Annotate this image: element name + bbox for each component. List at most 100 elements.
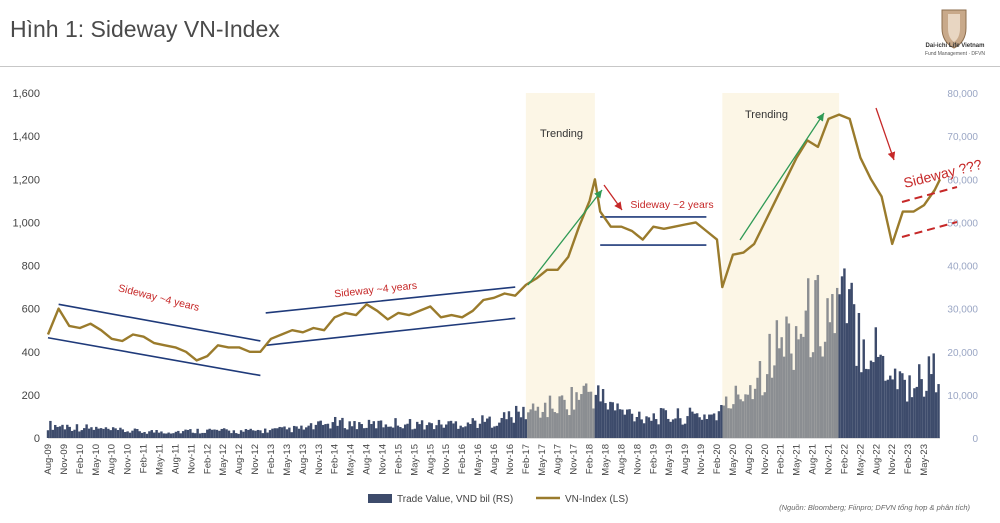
volume-bar	[744, 394, 747, 438]
volume-bar	[893, 368, 897, 438]
x-tick-label: May-18	[601, 444, 612, 476]
channel-line	[47, 336, 261, 377]
volume-bar	[908, 375, 911, 438]
volume-bar	[889, 375, 892, 438]
x-tick-label: May-12	[218, 444, 229, 476]
volume-bar	[49, 420, 52, 438]
volume-bar	[563, 399, 566, 438]
volume-bar	[835, 287, 839, 438]
volume-bar	[423, 429, 426, 438]
logo-name: Dai-ichi Life Vietnam	[925, 43, 985, 49]
volume-bar	[140, 432, 144, 438]
volume-bar	[75, 424, 79, 438]
volume-bar	[676, 408, 680, 438]
volume-bar	[546, 417, 549, 438]
volume-bar	[196, 428, 199, 438]
volume-bar	[201, 432, 204, 438]
volume-bar	[321, 424, 325, 438]
y2-tick-label: 30,000	[947, 305, 978, 316]
volume-bar	[932, 353, 935, 438]
volume-bar	[256, 429, 260, 438]
volume-bar	[778, 348, 781, 438]
volume-bar	[329, 428, 332, 438]
volume-bar	[937, 384, 940, 438]
volume-bar	[693, 413, 697, 438]
x-tick-label: Aug-11	[170, 444, 181, 474]
volume-bar	[333, 416, 337, 438]
volume-bar	[488, 416, 491, 438]
volume-bar	[708, 414, 711, 438]
volume-bar	[90, 427, 93, 438]
volume-bar	[688, 407, 692, 438]
volume-bar	[606, 409, 610, 438]
x-tick-label: Nov-20	[760, 444, 771, 475]
volume-bar	[355, 429, 359, 438]
volume-bar	[66, 424, 69, 438]
volume-bar	[737, 394, 740, 438]
volume-bar	[749, 385, 752, 438]
volume-bar	[145, 433, 149, 438]
volume-bar	[391, 427, 395, 438]
volume-bar	[826, 298, 829, 438]
volume-bar	[237, 433, 240, 438]
volume-bar	[126, 431, 129, 438]
volume-bar	[136, 429, 139, 438]
x-tick-label: May-16	[473, 444, 484, 476]
volume-bar	[674, 418, 677, 438]
volume-bar	[268, 430, 272, 438]
volume-bar	[264, 428, 267, 438]
volume-bar	[594, 394, 598, 438]
volume-bar	[560, 395, 564, 438]
volume-bar	[761, 395, 764, 438]
volume-bar	[864, 368, 868, 438]
volume-bar	[780, 337, 783, 438]
volume-bar	[476, 427, 479, 438]
volume-bar	[536, 406, 540, 438]
volume-bar	[82, 428, 86, 438]
volume-bar	[811, 352, 815, 438]
header-divider	[0, 66, 1000, 67]
x-tick-label: Feb-19	[648, 444, 659, 474]
volume-bar	[869, 360, 873, 438]
volume-bar	[300, 425, 303, 438]
x-tick-label: May-13	[282, 444, 293, 476]
volume-bar	[276, 428, 279, 438]
volume-bar	[56, 426, 59, 438]
x-tick-label: Aug-19	[680, 444, 691, 475]
volume-bar	[512, 422, 515, 438]
volume-bar	[698, 417, 701, 438]
volume-bar	[630, 413, 634, 438]
volume-bar	[403, 424, 407, 438]
volume-bar	[765, 374, 769, 438]
volume-bar	[722, 405, 725, 438]
volume-bar	[87, 428, 91, 438]
volume-bar	[720, 404, 723, 438]
volume-bar	[599, 401, 602, 438]
volume-bar	[857, 312, 861, 438]
x-tick-label: May-10	[91, 444, 102, 476]
volume-bar	[635, 416, 639, 438]
volume-bar	[920, 379, 923, 438]
x-tick-label: Aug-22	[871, 444, 882, 475]
volume-bar	[568, 415, 571, 438]
x-tick-label: May-17	[537, 444, 548, 476]
volume-bar	[548, 395, 552, 438]
volume-bar	[821, 356, 824, 438]
volume-bar	[292, 425, 296, 438]
volume-bar	[239, 430, 243, 438]
volume-bar	[92, 429, 96, 438]
volume-bar	[372, 421, 376, 438]
volume-bar	[570, 387, 573, 438]
volume-bar	[739, 399, 742, 438]
volume-bar	[430, 423, 433, 438]
volume-bar	[116, 430, 120, 438]
volume-bar	[891, 379, 894, 438]
volume-bar	[877, 356, 880, 438]
volume-bar	[618, 409, 622, 438]
volume-bar	[411, 429, 414, 438]
volume-bar	[111, 427, 115, 438]
volume-bar	[481, 415, 484, 438]
volume-bar	[860, 372, 863, 438]
x-tick-label: Nov-10	[123, 444, 134, 475]
volume-bar	[633, 421, 636, 438]
